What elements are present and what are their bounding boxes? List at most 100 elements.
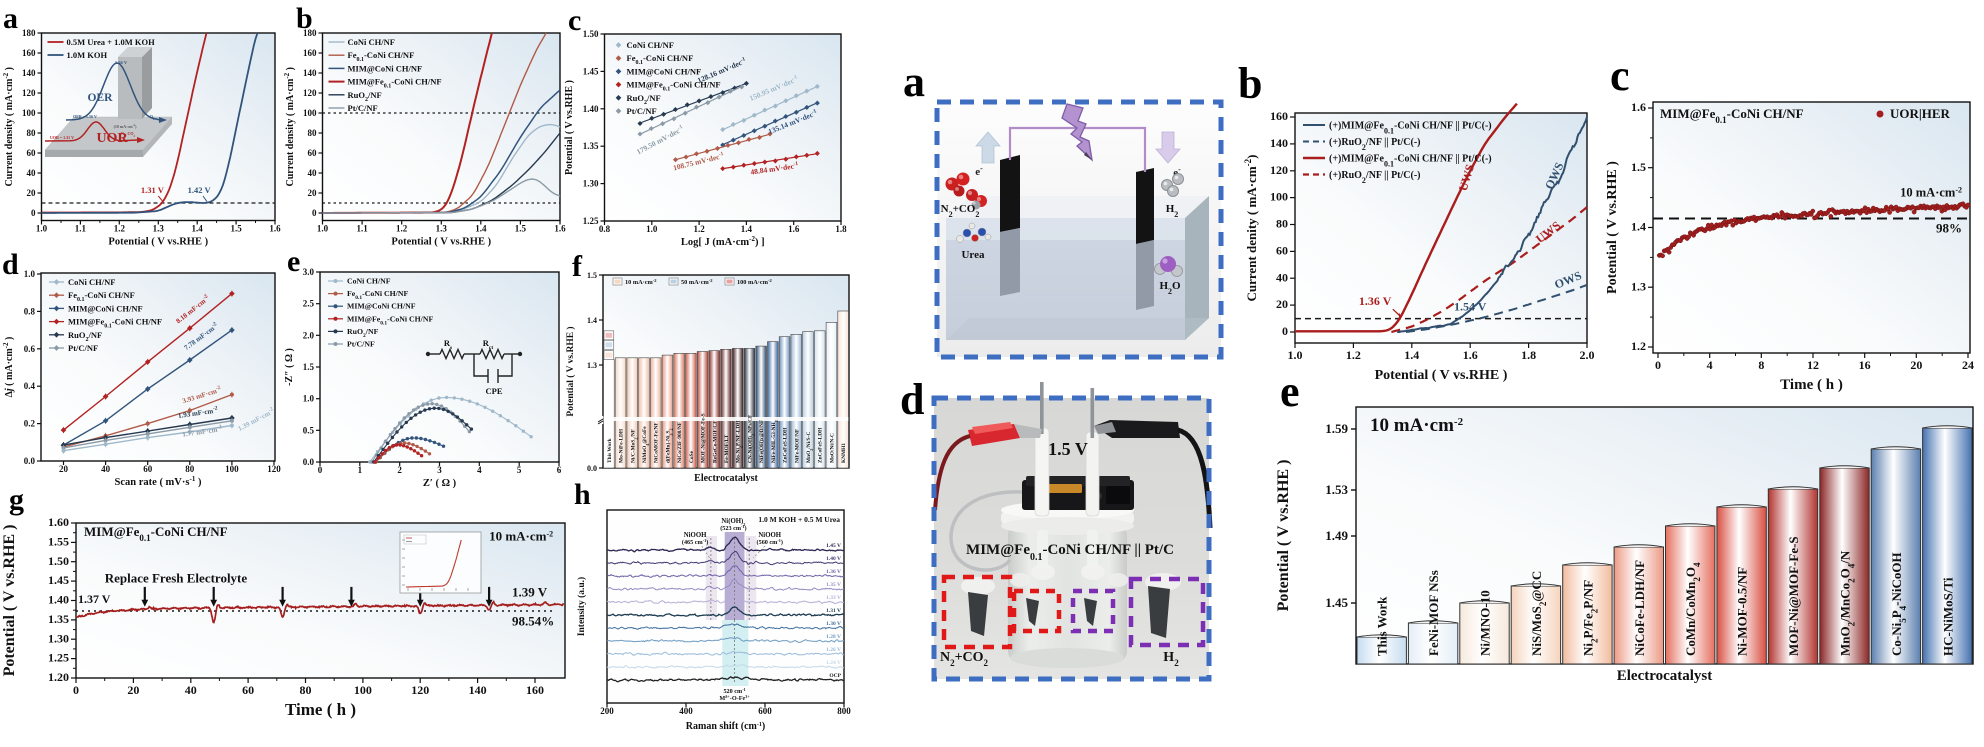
svg-text:NiOOH: NiOOH — [684, 532, 707, 539]
svg-text:4: 4 — [1707, 358, 1713, 372]
svg-text:24: 24 — [1962, 358, 1974, 372]
svg-text:0.0: 0.0 — [587, 464, 597, 473]
svg-text:Ni-MOF-0.5/NF: Ni-MOF-0.5/NF — [1735, 567, 1750, 656]
svg-text:1.50: 1.50 — [48, 554, 69, 568]
svg-text:1.26 V: 1.26 V — [826, 647, 841, 653]
svg-text:1.30 V: 1.30 V — [826, 621, 841, 627]
svg-text:1.36 V: 1.36 V — [826, 569, 841, 575]
svg-text:MIM@Fe0.1-CoNi CH/NF: MIM@Fe0.1-CoNi CH/NF — [1660, 106, 1804, 125]
svg-text:1.28 V: 1.28 V — [826, 634, 841, 640]
svg-text:1.54 V: 1.54 V — [1454, 300, 1487, 314]
svg-text:1.5: 1.5 — [587, 271, 597, 280]
svg-text:NiS/MoS2@CC: NiS/MoS2@CC — [1529, 571, 1548, 656]
svg-text:10 mA·cm-2: 10 mA·cm-2 — [489, 528, 553, 543]
svg-text:160: 160 — [526, 683, 544, 697]
svg-text:HC-NiMoS/Ti: HC-NiMoS/Ti — [1940, 577, 1955, 656]
svg-text:Potential ( V vs.RHE ): Potential ( V vs.RHE ) — [1375, 368, 1508, 383]
svg-text:140: 140 — [469, 683, 487, 697]
svg-text:1.30: 1.30 — [583, 179, 599, 189]
svg-text:1.24 V: 1.24 V — [826, 660, 841, 666]
svg-text:CoNi CH/NF: CoNi CH/NF — [627, 40, 674, 50]
svg-text:Time ( h ): Time ( h ) — [1780, 377, 1843, 393]
svg-text:1.45: 1.45 — [48, 573, 69, 587]
svg-text:UOR = 1.31 V: UOR = 1.31 V — [50, 135, 74, 140]
svg-text:(+)RuO2/NF || Pt/C(-): (+)RuO2/NF || Pt/C(-) — [1329, 137, 1421, 152]
svg-text:1.42 V: 1.42 V — [188, 185, 212, 195]
svg-text:MIM@Fe0.1-CoNi CH/NF: MIM@Fe0.1-CoNi CH/NF — [627, 80, 721, 93]
svg-text:2.0: 2.0 — [1580, 348, 1595, 362]
svg-text:1.0M KOH: 1.0M KOH — [67, 50, 108, 60]
svg-text:1.5: 1.5 — [230, 224, 242, 234]
svg-text:(+)MIM@Fe0.1-CoNi CH/NF || Pt/: (+)MIM@Fe0.1-CoNi CH/NF || Pt/C(-) — [1329, 154, 1492, 169]
svg-text:1.37 V: 1.37 V — [78, 592, 111, 606]
svg-text:1.0: 1.0 — [646, 224, 658, 234]
svg-text:1.39 V: 1.39 V — [512, 585, 548, 600]
svg-text:1.25: 1.25 — [583, 216, 599, 226]
svg-text:MnO2/MnCo2O4/N: MnO2/MnCo2O4/N — [1837, 550, 1856, 656]
svg-text:1.59: 1.59 — [1325, 421, 1348, 436]
svg-text:ZnCoFeS-LDH: ZnCoFeS-LDH — [783, 427, 789, 463]
svg-text:1.35: 1.35 — [48, 612, 69, 626]
svg-text:1.0: 1.0 — [24, 269, 36, 279]
svg-text:3.0: 3.0 — [303, 267, 315, 277]
svg-text:OER: OER — [88, 92, 114, 104]
svg-text:RuO2/NF: RuO2/NF — [68, 330, 102, 343]
svg-text:1.4: 1.4 — [1631, 220, 1646, 234]
svg-text:40: 40 — [308, 168, 318, 178]
svg-text:Ni2P/Fe2P/NF: Ni2P/Fe2P/NF — [1580, 580, 1599, 656]
svg-text:Potential ( V vs.RHE ): Potential ( V vs.RHE ) — [1605, 161, 1620, 294]
svg-text:UOR: UOR — [96, 131, 128, 146]
svg-text:800: 800 — [837, 706, 851, 716]
svg-text:2.5: 2.5 — [303, 299, 315, 309]
svg-text:100: 100 — [1270, 190, 1288, 204]
svg-text:1.5: 1.5 — [1631, 160, 1646, 174]
svg-text:Ni/C-MoS2/NF: Ni/C-MoS2/NF — [630, 428, 638, 463]
svg-text:Intensity (a.u.): Intensity (a.u.) — [576, 577, 587, 636]
svg-text:MOF-Ni@MOF-Fe-S: MOF-Ni@MOF-Fe-S — [1786, 536, 1801, 656]
svg-text:80: 80 — [185, 464, 195, 474]
svg-text:1.3: 1.3 — [1631, 279, 1646, 293]
svg-text:RuO2/NF: RuO2/NF — [627, 93, 661, 106]
svg-text:N2, CO2: N2, CO2 — [121, 131, 135, 138]
svg-text:MIM@Fe0.1-CoNi CH/NF: MIM@Fe0.1-CoNi CH/NF — [68, 317, 162, 330]
svg-text:Mδ+-O-Fe3+: Mδ+-O-Fe3+ — [719, 694, 750, 703]
svg-text:Pt/C/NF: Pt/C/NF — [347, 340, 375, 349]
svg-text:0.5: 0.5 — [303, 425, 315, 435]
svg-text:40: 40 — [27, 168, 37, 178]
svg-text:1.5 V: 1.5 V — [1048, 439, 1088, 459]
svg-text:98.54%: 98.54% — [512, 614, 554, 629]
svg-text:MnO2/Ni/S-C: MnO2/Ni/S-C — [806, 432, 814, 463]
svg-text:0.4: 0.4 — [24, 381, 36, 391]
svg-text:1.0: 1.0 — [317, 224, 329, 234]
svg-text:(560 cm-1): (560 cm-1) — [757, 538, 783, 547]
svg-text:OER = 1.56 V: OER = 1.56 V — [73, 114, 97, 119]
svg-text:Time ( h ): Time ( h ) — [285, 700, 356, 719]
svg-text:Potential ( V vs.RHE ): Potential ( V vs.RHE ) — [1275, 460, 1292, 612]
svg-text:80: 80 — [27, 128, 37, 138]
svg-text:1.33 V: 1.33 V — [826, 595, 841, 601]
svg-text:This Work: This Work — [1375, 596, 1390, 656]
svg-text:0.0: 0.0 — [24, 456, 36, 466]
svg-text:1.40: 1.40 — [583, 104, 599, 114]
svg-text:20: 20 — [1276, 297, 1288, 311]
svg-text:1.50: 1.50 — [583, 29, 599, 39]
svg-text:Pt/C/NF: Pt/C/NF — [627, 106, 657, 116]
svg-text:400: 400 — [679, 706, 693, 716]
svg-text:Current denity ( mA·cm-2): Current denity ( mA·cm-2) — [1243, 155, 1259, 302]
svg-text:60: 60 — [242, 683, 254, 697]
svg-text:160: 160 — [303, 48, 317, 58]
svg-text:0: 0 — [1655, 358, 1661, 372]
svg-text:1.2: 1.2 — [1346, 348, 1361, 362]
svg-text:1.4: 1.4 — [587, 316, 597, 325]
svg-text:MoO/Ni/N-C: MoO/Ni/N-C — [829, 433, 835, 463]
svg-text:1.2: 1.2 — [1631, 339, 1646, 353]
svg-text:MIM@CoNi CH/NF: MIM@CoNi CH/NF — [347, 302, 416, 311]
svg-text:6: 6 — [557, 465, 562, 475]
svg-text:1.31 V: 1.31 V — [141, 185, 165, 195]
svg-text:2: 2 — [397, 465, 402, 475]
svg-text:NiMoO4@CoFe: NiMoO4@CoFe — [642, 426, 650, 463]
svg-text:0.0: 0.0 — [303, 457, 315, 467]
svg-text:NiFe(OH)x@D/NF: NiFe(OH)x@D/NF — [758, 419, 765, 463]
svg-text:60: 60 — [27, 148, 37, 158]
svg-text:60: 60 — [308, 148, 318, 158]
